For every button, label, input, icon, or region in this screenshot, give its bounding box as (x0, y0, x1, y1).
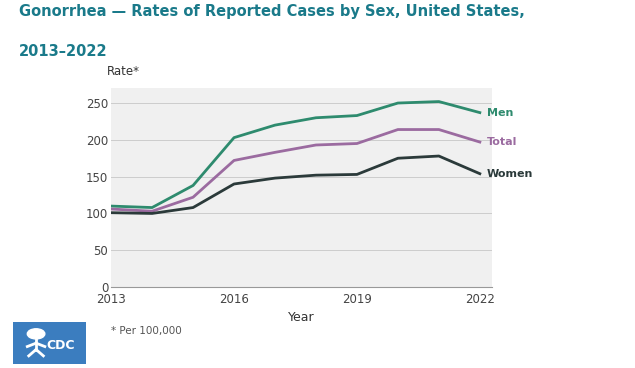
Text: Total: Total (487, 137, 517, 147)
Text: 2013–2022: 2013–2022 (19, 44, 108, 59)
Text: CDC: CDC (46, 339, 74, 352)
Text: * Per 100,000: * Per 100,000 (111, 326, 182, 336)
X-axis label: Year: Year (288, 311, 315, 324)
Circle shape (27, 329, 45, 339)
Text: Gonorrhea — Rates of Reported Cases by Sex, United States,: Gonorrhea — Rates of Reported Cases by S… (19, 4, 525, 19)
Text: Women: Women (487, 169, 533, 179)
FancyBboxPatch shape (7, 319, 91, 368)
Text: Rate*: Rate* (107, 66, 140, 78)
Text: Men: Men (487, 107, 513, 118)
